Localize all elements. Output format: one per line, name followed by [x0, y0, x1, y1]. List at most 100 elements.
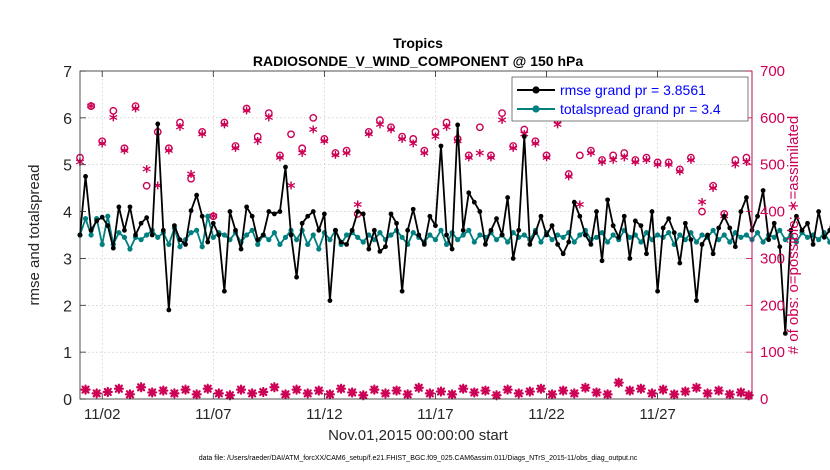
rmse-point — [199, 213, 205, 219]
obs-rejected-point — [535, 383, 547, 394]
obs-possible-point — [564, 170, 573, 178]
obs-possible-point — [709, 181, 718, 190]
rmse-point — [666, 216, 672, 222]
obs-assimilated-point: * — [142, 163, 151, 183]
totalspread-point — [777, 227, 783, 233]
axis-layer: 0 0 1 100 2 200 3 300 4 400 5 500 6 600 7 700 11/02 11/07… — [63, 63, 785, 423]
totalspread-point — [638, 239, 644, 245]
obs-assimilated-point: * — [620, 151, 629, 171]
rmse-point — [271, 211, 277, 217]
obs-assimilated-point: * — [164, 144, 173, 164]
totalspread-point — [82, 216, 89, 222]
totalspread-point — [244, 232, 250, 238]
obs-assimilated-point: * — [586, 146, 595, 166]
rmse-point — [288, 232, 294, 238]
rmse-point — [99, 214, 105, 220]
rmse-point — [788, 227, 794, 233]
totalspread-point — [721, 232, 727, 238]
totalspread-point — [88, 232, 94, 238]
rmse-point — [483, 241, 488, 247]
rmse-point — [405, 227, 411, 233]
obs-possible-point — [542, 151, 551, 160]
x-tick-label: 11/02 — [84, 406, 120, 423]
x-tick-label: 11/07 — [195, 406, 231, 423]
totalspread-point — [310, 232, 316, 238]
obs-rejected-point — [469, 387, 480, 398]
obs-rejected-point — [202, 383, 213, 394]
totalspread-point — [804, 234, 811, 240]
obs-assimilated-point: * — [720, 210, 729, 230]
rmse-point — [771, 220, 777, 226]
obs-possible-point — [287, 130, 295, 139]
totalspread-point — [355, 234, 361, 240]
totalspread-point — [738, 234, 744, 240]
obs-rejected-point — [524, 386, 535, 397]
totalspread-point — [271, 230, 277, 236]
obs-possible-point — [531, 137, 540, 146]
y-tick-label-right: 600 — [760, 110, 785, 127]
obs-rejected-point — [558, 385, 569, 396]
totalspread-point — [188, 230, 194, 236]
obs-rejected-point — [491, 390, 502, 401]
rmse-point — [738, 209, 744, 214]
rmse-point — [105, 223, 111, 229]
rmse-point — [816, 209, 822, 214]
y-tick-label-right: 300 — [760, 250, 785, 267]
rmse-point — [655, 288, 660, 294]
obs-assimilated-point: * — [198, 128, 207, 148]
obs-rejected-point — [591, 387, 602, 398]
obs-possible-point — [642, 153, 651, 162]
obs-assimilated-point: * — [698, 196, 707, 216]
rmse-point — [632, 218, 638, 224]
totalspread-point — [210, 234, 216, 240]
obs-assimilated-point: * — [298, 146, 307, 166]
rmse-point — [216, 232, 222, 238]
obs-rejected-point — [646, 388, 658, 399]
rmse-point — [660, 225, 666, 231]
totalspread-point — [399, 234, 405, 240]
rmse-point — [688, 237, 694, 243]
obs-rejected-point — [347, 387, 358, 398]
rmse-point — [227, 209, 233, 214]
obs-assimilated-point: * — [353, 198, 362, 218]
rmse-point — [605, 197, 611, 203]
rmse-point — [721, 213, 727, 219]
rmse-point — [505, 195, 511, 200]
totalspread-point — [443, 241, 450, 247]
rmse-point — [410, 206, 416, 212]
rmse-point — [122, 227, 127, 233]
obs-rejected-point — [424, 388, 435, 399]
rmse-point — [671, 230, 677, 236]
obs-rejected-point — [369, 384, 380, 395]
rmse-point — [160, 227, 166, 233]
legend: rmse grand pr = 3.8561 totalspread grand… — [511, 76, 749, 122]
totalspread-point — [466, 227, 472, 233]
obs-assimilated-point: * — [598, 156, 607, 176]
rmse-point — [249, 213, 255, 219]
rmse-point — [255, 237, 261, 243]
obs-possible-point — [253, 132, 262, 141]
obs-rejected-point — [291, 384, 302, 395]
obs-rejected-point — [213, 388, 224, 399]
obs-rejected-point — [743, 390, 754, 401]
obs-assimilated-point: * — [264, 111, 273, 131]
obs-possible-point — [298, 144, 307, 153]
obs-assimilated-point: * — [387, 123, 396, 143]
rmse-point — [560, 251, 566, 257]
x-axis-label: Nov.01,2015 00:00:00 start — [328, 427, 509, 444]
obs-possible-point — [398, 132, 407, 141]
rmse-point — [127, 204, 133, 210]
y-tick-label-left: 5 — [63, 158, 72, 175]
obs-possible-point — [420, 146, 429, 155]
totalspread-point — [360, 239, 366, 245]
rmse-point — [682, 220, 688, 226]
legend-totalspread-marker — [532, 105, 540, 113]
totalspread-point — [771, 234, 777, 240]
obs-rejected-point — [691, 382, 702, 393]
obs-rejected-point — [180, 384, 191, 395]
obs-assimilated-point: * — [131, 102, 140, 122]
obs-assimilated-point: * — [231, 142, 240, 162]
rmse-point — [471, 199, 477, 205]
